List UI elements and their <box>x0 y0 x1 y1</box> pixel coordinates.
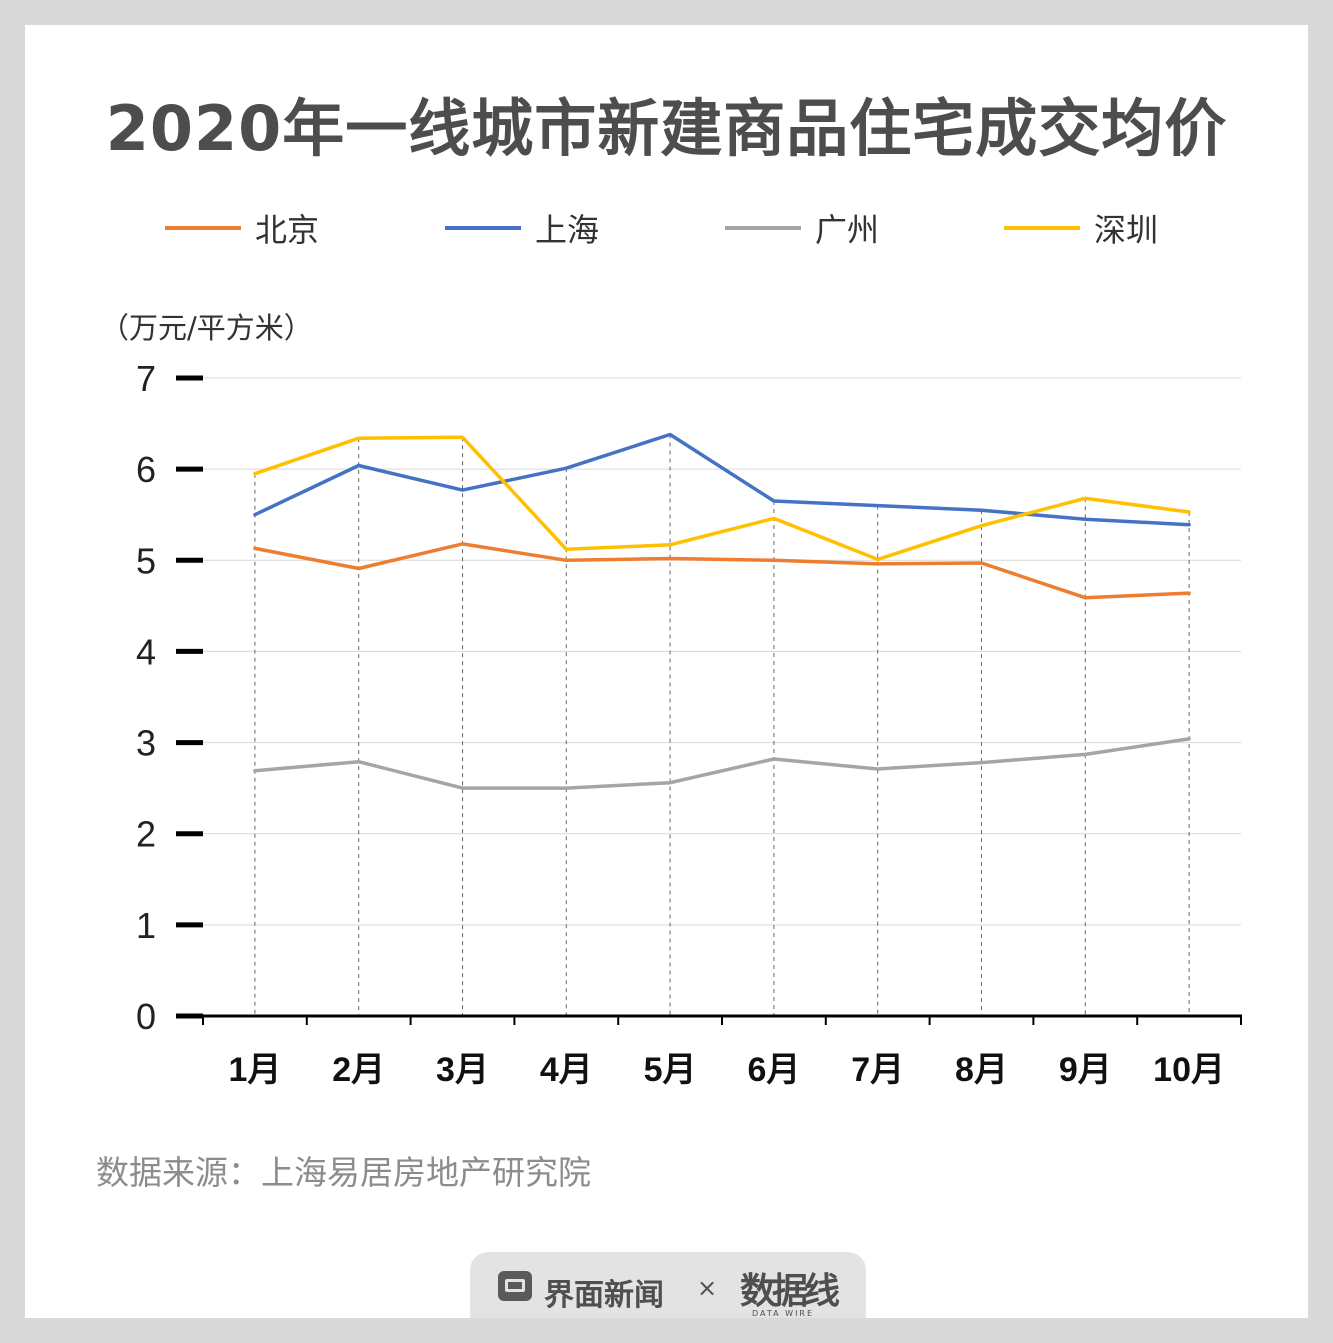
x-tick-label: 9月 <box>1059 1051 1112 1089</box>
footer-brand-datawire-sub: DATA WIRE <box>752 1309 815 1318</box>
y-tick-label: 3 <box>136 723 156 764</box>
y-tick-label: 7 <box>136 358 156 399</box>
footer-bar <box>470 1252 866 1318</box>
data-source: 数据来源：上海易居房地产研究院 <box>96 1153 591 1192</box>
chart-card <box>25 25 1308 1318</box>
y-tick-label: 6 <box>136 449 156 490</box>
series-line-广州 <box>253 737 1191 790</box>
legend-item-shenzhen: 深圳 <box>1004 208 1159 249</box>
x-tick-label: 5月 <box>644 1051 697 1089</box>
y-tick-label: 1 <box>136 905 156 946</box>
chart-title: 2020年一线城市新建商品住宅成交均价 <box>105 92 1228 165</box>
x-tick-label: 10月 <box>1153 1051 1225 1089</box>
series-line-北京 <box>253 542 1191 600</box>
x-tick-label: 6月 <box>747 1051 800 1089</box>
legend-swatch <box>725 226 801 230</box>
x-tick-label: 2月 <box>332 1051 385 1089</box>
legend-item-beijing: 北京 <box>165 208 320 249</box>
x-tick-label: 1月 <box>228 1051 281 1089</box>
legend-label: 深圳 <box>1094 211 1159 249</box>
legend-label: 广州 <box>815 211 880 249</box>
y-tick-label: 5 <box>136 540 156 581</box>
y-tick-label: 2 <box>136 814 156 855</box>
legend-item-guangzhou: 广州 <box>725 208 880 249</box>
legend-swatch <box>1004 226 1080 230</box>
x-tick-label: 7月 <box>851 1051 904 1089</box>
legend-label: 上海 <box>535 211 600 249</box>
legend-swatch <box>165 226 241 230</box>
footer-separator: × <box>697 1274 718 1302</box>
x-tick-label: 8月 <box>955 1051 1008 1089</box>
y-tick-label: 0 <box>136 996 156 1037</box>
y-axis-unit-label: （万元/平方米） <box>100 311 313 345</box>
jiemian-logo-icon <box>498 1271 532 1301</box>
x-tick-label: 3月 <box>436 1051 489 1089</box>
series-line-深圳 <box>253 435 1191 562</box>
series-line-上海 <box>253 432 1191 527</box>
footer-brand-jiemian: 界面新闻 <box>544 1278 664 1313</box>
x-tick-label: 4月 <box>540 1051 593 1089</box>
legend-label: 北京 <box>255 211 320 249</box>
legend-item-shanghai: 上海 <box>445 208 600 249</box>
y-tick-label: 4 <box>136 631 156 672</box>
legend-swatch <box>445 226 521 230</box>
footer-brand-datawire: 数据线 <box>740 1271 840 1312</box>
